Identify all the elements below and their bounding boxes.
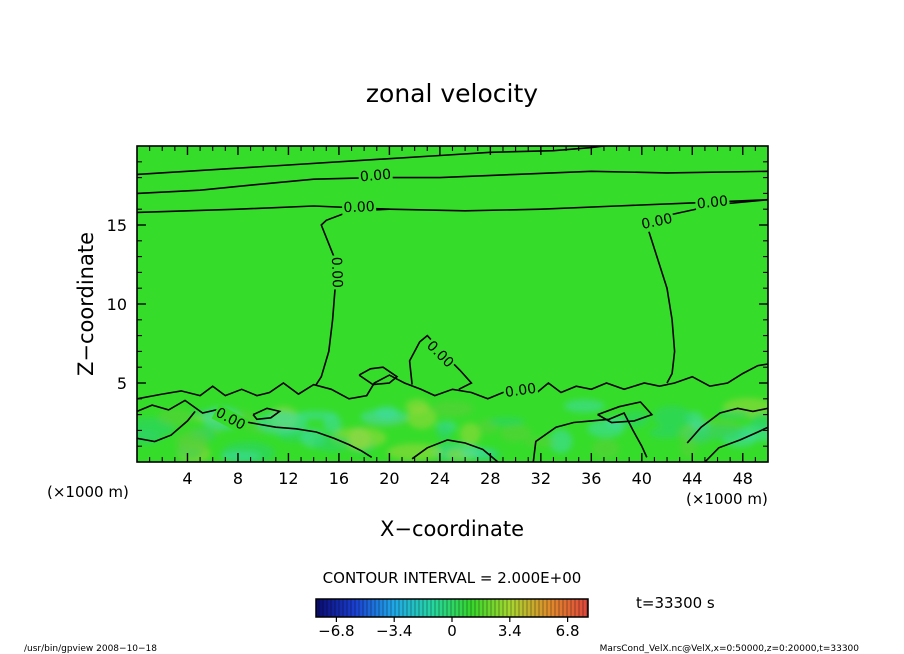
colorbar-gradient	[316, 599, 588, 617]
x-tick-label: 16	[329, 469, 349, 488]
near-surface-shading	[137, 397, 768, 462]
shading-blob	[323, 414, 342, 434]
shading-blob	[374, 406, 399, 420]
shading-blob	[489, 416, 525, 427]
colorbar-ticks: −6.8 −3.4 0 3.4 6.8	[318, 617, 580, 640]
contour-label-bg	[638, 210, 676, 234]
contour-label-bg	[422, 336, 458, 373]
colorbar: −6.8 −3.4 0 3.4 6.8	[315, 598, 589, 640]
x-tick-label: 48	[733, 469, 753, 488]
footer-left: /usr/bin/gpview 2008−10−18	[24, 644, 157, 654]
y-tick-label: 5	[117, 374, 127, 393]
colorbar-tick-label: −3.4	[376, 622, 412, 640]
contour-lines	[137, 146, 768, 462]
contour-line	[137, 399, 373, 458]
x-tick-label: 12	[278, 469, 298, 488]
shading-blob	[256, 411, 308, 435]
y-axis-label: Z−coordinate	[74, 232, 98, 376]
shading-blob	[407, 406, 437, 430]
shading-blob	[525, 437, 556, 447]
shading-blob	[564, 399, 605, 413]
shading-blob	[592, 439, 620, 460]
x-tick-label: 28	[480, 469, 500, 488]
x-tick-label: 8	[233, 469, 243, 488]
contour-label-bg	[327, 255, 345, 290]
x-axis-label: X−coordinate	[380, 517, 524, 541]
y-tick-label: 10	[107, 295, 127, 314]
time-label: t=33300 s	[636, 594, 715, 612]
shading-blob	[158, 409, 193, 426]
shading-blob	[313, 434, 351, 452]
shading-blob	[622, 410, 650, 428]
shading-blob	[459, 422, 481, 446]
x-tick-label: 4	[182, 469, 192, 488]
contour-line	[597, 401, 654, 424]
contour-label-bg	[341, 199, 377, 217]
contour-line	[137, 170, 768, 195]
shading-blob	[220, 451, 262, 461]
contour-line	[358, 366, 399, 386]
contour-label: 0.00	[504, 381, 537, 401]
x-unit-right: (×1000 m)	[686, 490, 768, 508]
shading-blob	[649, 426, 683, 439]
contour-label: 0.00	[343, 199, 375, 216]
contour-label-bg	[357, 166, 394, 186]
contour-line	[137, 363, 768, 400]
shading-blob	[430, 401, 474, 417]
shading-blob	[500, 424, 532, 442]
contour-line	[686, 407, 768, 444]
contour-line	[137, 198, 768, 214]
shading-blob	[680, 436, 697, 459]
footer-right: MarsCond_VelX.nc@VelX,x=0:50000,z=0:2000…	[600, 644, 860, 654]
shading-blob	[176, 430, 210, 450]
contour-label-bg	[211, 404, 250, 435]
y-axis-ticks: 5 10 15	[107, 161, 768, 447]
contour-line	[532, 411, 648, 462]
contour-line	[704, 426, 768, 462]
colorbar-tick-label: 0	[447, 622, 457, 640]
contour-line	[252, 407, 282, 421]
colorbar-stripes	[318, 599, 588, 617]
shading-blob	[460, 448, 496, 459]
x-unit-left: (×1000 m)	[47, 483, 129, 501]
x-tick-label: 44	[682, 469, 702, 488]
shading-blob	[750, 412, 768, 432]
contour-line	[645, 198, 768, 384]
x-axis-ticks: 4 8 12 16 20 24 28 32 36 40 44 48	[149, 146, 756, 488]
contour-label-bg	[502, 380, 539, 402]
contour-label: 0.00	[696, 193, 729, 212]
contour-interval-label: CONTOUR INTERVAL = 2.000E+00	[323, 569, 582, 587]
x-tick-label: 36	[581, 469, 601, 488]
shading-blob	[717, 409, 751, 419]
chart-title: zonal velocity	[366, 79, 538, 108]
x-tick-label: 20	[379, 469, 399, 488]
shading-blob	[587, 419, 625, 438]
colorbar-tick-label: 6.8	[556, 622, 580, 640]
x-tick-label: 24	[430, 469, 450, 488]
colorbar-tick-label: −6.8	[318, 622, 354, 640]
shading-blob	[652, 405, 692, 429]
contour-label: 0.00	[359, 167, 391, 186]
x-tick-label: 32	[531, 469, 551, 488]
contour-label-bg	[694, 193, 731, 213]
contour-label: 0.00	[640, 211, 674, 233]
shading-blob	[549, 429, 573, 454]
colorbar-tick-label: 3.4	[498, 622, 522, 640]
y-tick-label: 15	[107, 216, 127, 235]
plot-area: 0.000.00 0.000.000.000.000.000.00 4 8 12 16 2…	[107, 145, 769, 488]
contour-label: 0.00	[328, 257, 345, 289]
contour-line	[137, 410, 196, 443]
shading-blob	[436, 423, 453, 442]
x-tick-label: 40	[632, 469, 652, 488]
